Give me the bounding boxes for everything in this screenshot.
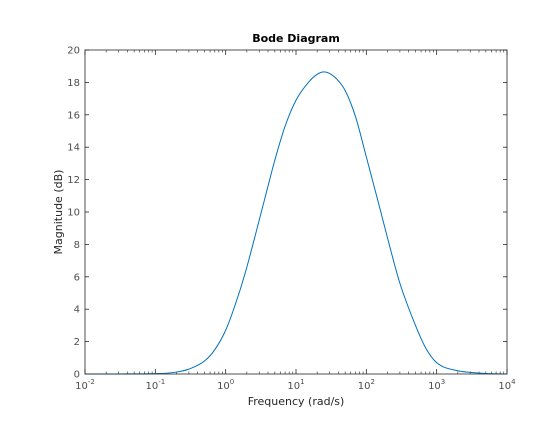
y-tick-label: 18 — [67, 78, 80, 89]
y-tick-label: 4 — [74, 305, 80, 316]
y-tick-label: 16 — [67, 110, 80, 121]
x-tick-exponent: 0 — [230, 378, 234, 386]
x-tick-label: 100 — [217, 378, 234, 392]
y-tick-label: 20 — [67, 46, 80, 57]
chart-title: Bode Diagram — [252, 32, 340, 45]
x-tick-label: 10-1 — [145, 378, 165, 392]
x-tick-exponent: -1 — [158, 378, 165, 386]
x-tick-base: 10 — [498, 381, 511, 392]
y-tick-label: 6 — [74, 272, 80, 283]
x-tick-label: 101 — [287, 378, 304, 392]
y-tick-label: 14 — [67, 143, 80, 154]
magnitude-line — [84, 71, 508, 375]
y-axis-label: Magnitude (dB) — [52, 170, 65, 255]
x-tick-label: 104 — [498, 378, 516, 392]
x-tick-base: 10 — [287, 381, 300, 392]
x-tick-labels: 10-2 10-1 100 101 102 103 104 — [75, 378, 516, 392]
x-tick-base: 10 — [428, 381, 441, 392]
x-axis-label: Frequency (rad/s) — [248, 395, 345, 408]
x-tick-exponent: 1 — [300, 378, 304, 386]
axes-box — [84, 49, 508, 375]
plot-area — [85, 50, 507, 374]
x-tick-label: 102 — [358, 378, 375, 392]
x-tick-label: 103 — [428, 378, 445, 392]
x-tick-base: 10 — [217, 381, 230, 392]
x-tick-base: 10 — [75, 381, 88, 392]
y-tick-label: 2 — [74, 337, 80, 348]
y-tick-label: 8 — [74, 240, 80, 251]
y-tick-label: 12 — [67, 175, 80, 186]
x-tick-exponent: 3 — [441, 378, 445, 386]
x-tick-exponent: 2 — [370, 378, 374, 386]
x-tick-label: 10-2 — [75, 378, 95, 392]
x-tick-base: 10 — [145, 381, 158, 392]
x-tick-base: 10 — [358, 381, 371, 392]
x-tick-exponent: -2 — [88, 378, 95, 386]
x-tick-exponent: 4 — [511, 378, 516, 386]
y-tick-labels: 0 2 4 6 8 10 12 14 16 18 20 — [67, 46, 80, 381]
y-tick-label: 10 — [67, 208, 80, 219]
y-tick-label: 0 — [74, 370, 80, 381]
